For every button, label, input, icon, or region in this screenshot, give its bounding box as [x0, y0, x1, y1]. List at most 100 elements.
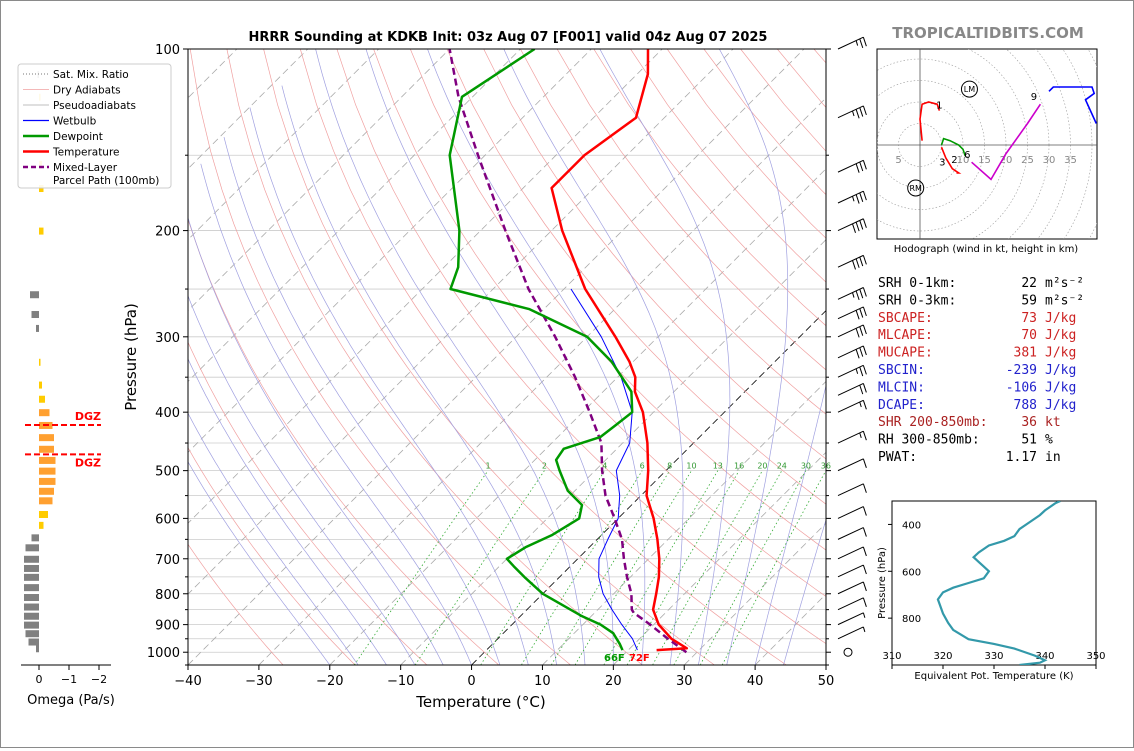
theta-e-x-tick-label: 340: [1035, 651, 1054, 662]
hodograph-ring-label: 35: [1064, 155, 1077, 166]
barb-shaft: [837, 399, 864, 413]
isotherm: [188, 49, 734, 595]
temperature-profile: [550, 49, 689, 652]
isotherm: [188, 49, 521, 383]
barb-flag: [862, 190, 867, 201]
omega-bar: [36, 645, 39, 653]
barb-shaft: [837, 382, 864, 396]
barb-half-flag: [852, 196, 855, 202]
wind-barb: [837, 218, 867, 233]
barb-flag: [862, 365, 867, 375]
mixing-ratio-line: [521, 470, 643, 665]
moist-adiabat: [754, 383, 826, 665]
omega-bar: [39, 497, 53, 505]
theta-e-profile: [936, 501, 1061, 665]
mixing-ratio-line: [550, 470, 671, 665]
barb-half-flag: [859, 401, 862, 408]
wind-barb: [837, 287, 867, 301]
x-tick-label: 40: [747, 674, 764, 689]
index-row: MUCAPE: 381 J/kg: [878, 346, 1076, 361]
index-value: 70: [1021, 328, 1037, 343]
index-value: 788: [1014, 398, 1037, 413]
barb-flag: [855, 163, 860, 173]
isotherm: [188, 49, 592, 453]
index-unit: J/kg: [1045, 311, 1076, 326]
hodograph-height-label: 3: [939, 158, 945, 169]
skewt-profiles: [448, 49, 689, 654]
barb-shaft: [837, 287, 864, 300]
hodograph-trace: [940, 137, 966, 157]
barb-shaft: [837, 345, 864, 359]
wind-barb: [837, 612, 866, 626]
y-axis-label: Pressure (hPa): [122, 303, 140, 411]
hodograph-ring-label: 10: [957, 155, 970, 166]
omega-bar: [39, 477, 56, 485]
brand-watermark: TROPICALTIDBITS.COM: [892, 24, 1084, 42]
x-tick-label: −40: [174, 674, 201, 689]
index-unit: m²s⁻²: [1045, 276, 1084, 291]
barb-shaft: [837, 306, 864, 320]
index-unit: kt: [1045, 415, 1061, 430]
theta-e-y-tick-label: 400: [902, 520, 921, 531]
barb-flag: [862, 546, 867, 557]
hodograph-ring-label: 25: [1021, 155, 1034, 166]
omega-bar: [39, 434, 54, 442]
mixing-ratio-label: 8: [667, 462, 672, 471]
hodograph-trace: [1048, 86, 1097, 124]
wind-barb: [837, 527, 867, 540]
legend-label: Sat. Mix. Ratio: [53, 69, 129, 81]
barb-shaft: [837, 458, 864, 472]
omega-bar: [39, 358, 41, 366]
barb-half-flag: [862, 612, 866, 618]
hodograph-frame: [876, 48, 1098, 240]
mixing-ratio-label: 4: [602, 462, 607, 471]
barb-half-flag: [855, 40, 859, 46]
barb-shaft: [837, 506, 864, 519]
barb-flag: [855, 221, 860, 232]
mixing-ratio-label: 30: [801, 462, 811, 471]
storm-motion-marker: [907, 179, 925, 197]
barb-flag: [855, 109, 860, 119]
skewt-frame: [187, 48, 827, 666]
barb-flag: [859, 308, 864, 318]
barb-flag: [859, 192, 864, 203]
barb-flag: [862, 345, 867, 356]
wind-barb: [837, 324, 867, 338]
omega-bar: [24, 555, 39, 563]
mixing-ratio-label: 16: [734, 462, 744, 471]
theta-e-x-tick-label: 350: [1086, 651, 1105, 662]
index-unit: J/kg: [1045, 346, 1076, 361]
index-value: 36: [1021, 415, 1037, 430]
barb-flag: [859, 366, 864, 377]
omega-axis-label: Omega (Pa/s): [27, 693, 115, 708]
mixing-ratio-line: [652, 470, 763, 665]
barb-shaft: [837, 105, 864, 119]
moist-adiabat: [188, 358, 387, 665]
barb-shaft: [837, 527, 864, 540]
y-tick-label: 400: [155, 406, 180, 421]
wind-barb: [837, 364, 867, 378]
hodograph-caption: Hodograph (wind in kt, height in km): [894, 244, 1079, 255]
omega-bar: [24, 564, 39, 572]
legend-label: Wetbulb: [53, 116, 97, 128]
barb-half-flag: [862, 626, 866, 633]
wind-barb: [837, 306, 867, 320]
hodograph-height-label: 9: [1031, 92, 1037, 103]
barb-flag: [859, 161, 864, 172]
barb-flag: [862, 105, 867, 116]
mixing-ratio-line: [574, 470, 692, 665]
wind-barb: [837, 430, 867, 444]
moist-adiabat: [783, 518, 826, 665]
index-value: 1.17: [1006, 450, 1037, 465]
parcel-profile: [448, 49, 688, 654]
wind-barb: [837, 581, 867, 595]
omega-bar: [24, 573, 39, 581]
barb-flag: [862, 218, 867, 228]
barb-flag: [862, 306, 867, 317]
theta-e-frame: [891, 500, 1097, 666]
y-tick-label: 1000: [147, 646, 180, 661]
hodograph-trace: [940, 146, 962, 174]
barb-shaft: [837, 254, 864, 268]
omega-tick-label: −1: [61, 673, 77, 686]
dry-adiabat: [188, 217, 500, 665]
